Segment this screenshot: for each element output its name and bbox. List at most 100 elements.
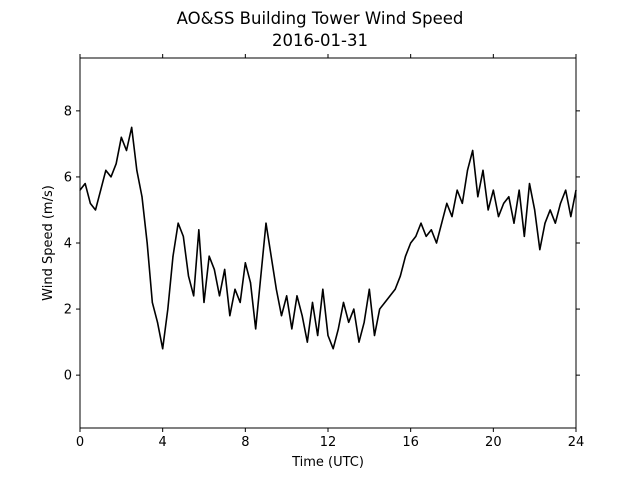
data-point — [544, 222, 546, 224]
data-point — [399, 275, 401, 277]
data-point — [203, 301, 205, 304]
data-point — [518, 189, 520, 191]
data-point — [549, 209, 551, 211]
data-point — [156, 321, 159, 323]
data-point — [146, 242, 148, 244]
data-point — [554, 222, 556, 224]
data-point — [94, 209, 97, 211]
data-point — [89, 202, 91, 204]
data-point — [280, 315, 283, 317]
x-tick-label: 0 — [76, 435, 84, 450]
data-point — [425, 235, 427, 237]
data-point — [410, 242, 412, 244]
data-point — [187, 275, 190, 277]
y-axis-ticks: 0 2 4 6 8 — [64, 104, 580, 384]
data-point — [487, 209, 489, 211]
y-axis-label: Wind Speed (m/s) — [41, 185, 56, 301]
y-tick-label: 8 — [64, 104, 72, 119]
data-point — [172, 255, 174, 257]
data-point — [492, 189, 494, 191]
data-point — [570, 215, 572, 218]
data-point — [446, 202, 448, 204]
data-point — [131, 126, 133, 128]
data-point — [565, 189, 567, 191]
data-point — [379, 308, 381, 310]
data-point — [270, 255, 272, 257]
data-point — [239, 301, 241, 304]
data-point — [337, 328, 339, 330]
data-point — [451, 215, 453, 218]
data-point — [306, 341, 308, 343]
y-tick-label: 2 — [64, 303, 72, 318]
x-tick-label: 24 — [568, 435, 585, 450]
y-tick-label: 4 — [64, 237, 72, 252]
data-point — [213, 268, 215, 271]
data-point — [286, 295, 288, 297]
data-point — [125, 149, 128, 152]
data-point — [301, 315, 303, 317]
data-point — [296, 295, 298, 297]
data-point — [136, 169, 138, 171]
x-axis-ticks: 0 4 8 12 16 20 24 — [76, 54, 584, 450]
data-point — [394, 288, 396, 290]
data-point — [508, 196, 510, 198]
y-tick-label: 0 — [64, 369, 72, 384]
data-point — [559, 202, 562, 204]
data-point — [466, 169, 469, 171]
data-point — [218, 295, 221, 297]
data-point — [404, 255, 407, 257]
data-point — [497, 215, 500, 218]
data-point — [461, 202, 463, 204]
data-point — [260, 275, 262, 277]
series-line-0 — [79, 126, 577, 350]
data-point — [389, 295, 391, 297]
data-point — [420, 222, 422, 224]
data-point — [482, 169, 484, 171]
data-point — [291, 328, 293, 330]
data-point — [120, 136, 122, 138]
data-point — [255, 328, 257, 330]
data-point — [193, 295, 195, 297]
data-point — [327, 334, 329, 337]
data-point — [100, 189, 102, 191]
data-point — [353, 308, 355, 310]
chart-subtitle: 2016-01-31 — [272, 31, 368, 50]
x-tick-label: 4 — [159, 435, 167, 450]
data-point — [110, 176, 112, 178]
data-point — [358, 341, 360, 343]
data-point — [368, 288, 370, 290]
data-point — [198, 229, 200, 231]
data-point — [177, 222, 179, 224]
data-point — [435, 242, 438, 244]
data-point — [208, 255, 210, 257]
x-tick-label: 20 — [485, 435, 502, 450]
data-point — [162, 348, 164, 350]
series-layer — [79, 126, 577, 350]
data-point — [167, 308, 169, 310]
data-point — [275, 288, 277, 290]
data-point — [342, 301, 345, 304]
data-point — [363, 321, 365, 323]
data-point — [244, 262, 246, 264]
x-tick-label: 16 — [402, 435, 419, 450]
data-point — [384, 301, 386, 304]
data-point — [373, 334, 376, 337]
data-point — [539, 249, 541, 251]
data-point — [234, 288, 236, 290]
data-point — [503, 202, 505, 204]
data-point — [151, 301, 153, 304]
x-tick-label: 12 — [320, 435, 337, 450]
data-point — [115, 163, 117, 165]
x-axis-label: Time (UTC) — [291, 455, 364, 470]
data-point — [472, 149, 474, 152]
data-point — [332, 348, 334, 350]
data-point — [317, 334, 319, 337]
y-tick-label: 6 — [64, 170, 72, 185]
data-point — [348, 321, 350, 323]
data-point — [105, 169, 107, 171]
data-point — [224, 268, 226, 271]
data-point — [430, 229, 432, 231]
data-point — [141, 196, 143, 198]
data-point — [265, 222, 267, 224]
